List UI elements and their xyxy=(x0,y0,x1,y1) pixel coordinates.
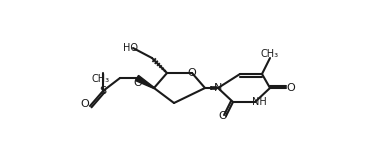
Text: S: S xyxy=(99,86,106,96)
Text: O: O xyxy=(133,78,143,88)
Text: N: N xyxy=(214,83,222,93)
Text: CH₃: CH₃ xyxy=(261,49,279,59)
Text: HO: HO xyxy=(123,43,138,53)
Text: O: O xyxy=(188,68,196,78)
Text: CH₃: CH₃ xyxy=(92,74,110,84)
Text: O: O xyxy=(287,83,296,93)
Text: NH: NH xyxy=(252,97,266,107)
Text: O: O xyxy=(218,111,227,121)
Text: O: O xyxy=(80,99,89,109)
Polygon shape xyxy=(135,75,154,88)
